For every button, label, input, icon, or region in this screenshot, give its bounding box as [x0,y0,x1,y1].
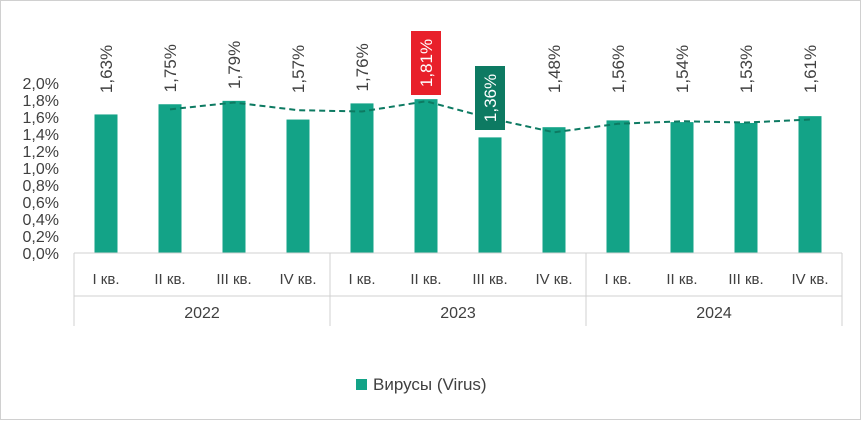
bar [670,122,694,253]
data-label: 1,53% [737,45,756,93]
bar [542,127,566,253]
bar [286,119,310,253]
y-tick-label: 2,0% [23,76,59,93]
bar [478,137,502,253]
y-tick-label: 1,0% [23,161,59,178]
bar [414,99,438,254]
x-tick-label: I кв. [348,271,375,288]
data-label: 1,36% [481,74,500,122]
x-tick-label: IV кв. [791,271,828,288]
axis-layer: 0,0%0,2%0,4%0,6%0,8%1,0%1,2%1,4%1,6%1,8%… [23,76,59,263]
bar [222,100,246,253]
y-tick-label: 1,6% [23,110,59,127]
x-tick-label: IV кв. [279,271,316,288]
x-tick-label: II кв. [666,271,697,288]
x-group-label: 2023 [440,305,476,322]
x-tick-label: IV кв. [535,271,572,288]
data-label-highlight [475,66,505,130]
y-tick-label: 0,4% [23,212,59,229]
x-group-label: 2024 [696,305,732,322]
x-group-label: 2022 [184,305,220,322]
y-tick-label: 0,8% [23,178,59,195]
x-axis-layer: I кв. II кв. III кв. IV кв. 2022 I кв. II кв. I… [73,252,843,326]
data-label: 1,56% [609,45,628,93]
legend: Вирусы (Virus) [356,375,487,394]
x-tick-label: I кв. [604,271,631,288]
x-tick-label: III кв. [216,271,251,288]
bar [734,122,758,253]
data-label: 1,63% [97,45,116,93]
data-label: 1,79% [225,41,244,89]
bar [606,120,630,254]
data-label: 1,54% [673,45,692,93]
legend-swatch [356,379,367,390]
bar-layer [94,99,822,254]
y-tick-label: 1,8% [23,93,59,110]
x-tick-label: III кв. [472,271,507,288]
legend-label: Вирусы (Virus) [373,375,487,394]
x-tick-label: II кв. [410,271,441,288]
data-label-highlight [411,31,441,95]
bar [798,116,822,254]
y-tick-label: 0,2% [23,229,59,246]
data-label: 1,48% [545,45,564,93]
data-label: 1,57% [289,45,308,93]
data-label: 1,81% [417,39,436,87]
bar [158,104,182,253]
data-label-layer: 1,63% 1,75% 1,79% 1,57% 1,76% 1,81% 1,36% 1,48%… [97,31,820,130]
y-tick-label: 0,6% [23,195,59,212]
y-tick-label: 1,2% [23,144,59,161]
data-label: 1,75% [161,44,180,92]
y-tick-label: 0,0% [23,246,59,263]
data-label: 1,61% [801,45,820,93]
x-tick-label: III кв. [728,271,763,288]
y-tick-label: 1,4% [23,127,59,144]
x-tick-label: II кв. [154,271,185,288]
x-tick-label: I кв. [92,271,119,288]
bar [350,103,374,254]
data-label: 1,76% [353,43,372,91]
bar [94,114,118,253]
